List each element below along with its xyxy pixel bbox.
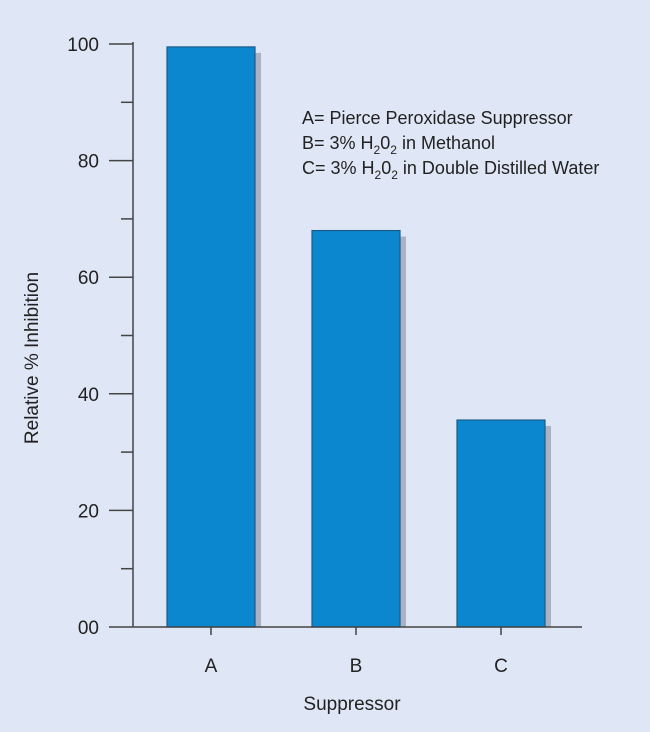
x-tick-label-c: C <box>494 656 508 677</box>
y-tick-label-0: 00 <box>78 618 99 639</box>
y-tick-label-80: 80 <box>78 152 99 173</box>
legend-item-2: B= 3% H202 in Methanol <box>302 133 495 157</box>
x-tick-label-b: B <box>350 656 363 677</box>
bar-a <box>166 46 256 628</box>
y-tick-label-60: 60 <box>78 268 99 289</box>
y-tick-label-40: 40 <box>78 385 99 406</box>
legend-item-3: C= 3% H202 in Double Distilled Water <box>302 158 599 182</box>
y-tick-label-20: 20 <box>78 501 99 522</box>
y-axis-title: Relative % Inhibition <box>22 272 43 444</box>
x-tick-label-a: A <box>205 656 218 677</box>
bar-b <box>311 229 401 628</box>
y-tick-label-100: 100 <box>67 35 99 56</box>
bar-c <box>456 419 546 628</box>
bars-group <box>166 46 551 628</box>
axes-group: A B C 00 20 40 60 80 100 <box>67 35 582 677</box>
legend-item-1: A= Pierce Peroxidase Suppressor <box>302 108 573 128</box>
legend: A= Pierce Peroxidase Suppressor B= 3% H20… <box>302 108 599 182</box>
x-axis-title: Suppressor <box>303 694 401 715</box>
